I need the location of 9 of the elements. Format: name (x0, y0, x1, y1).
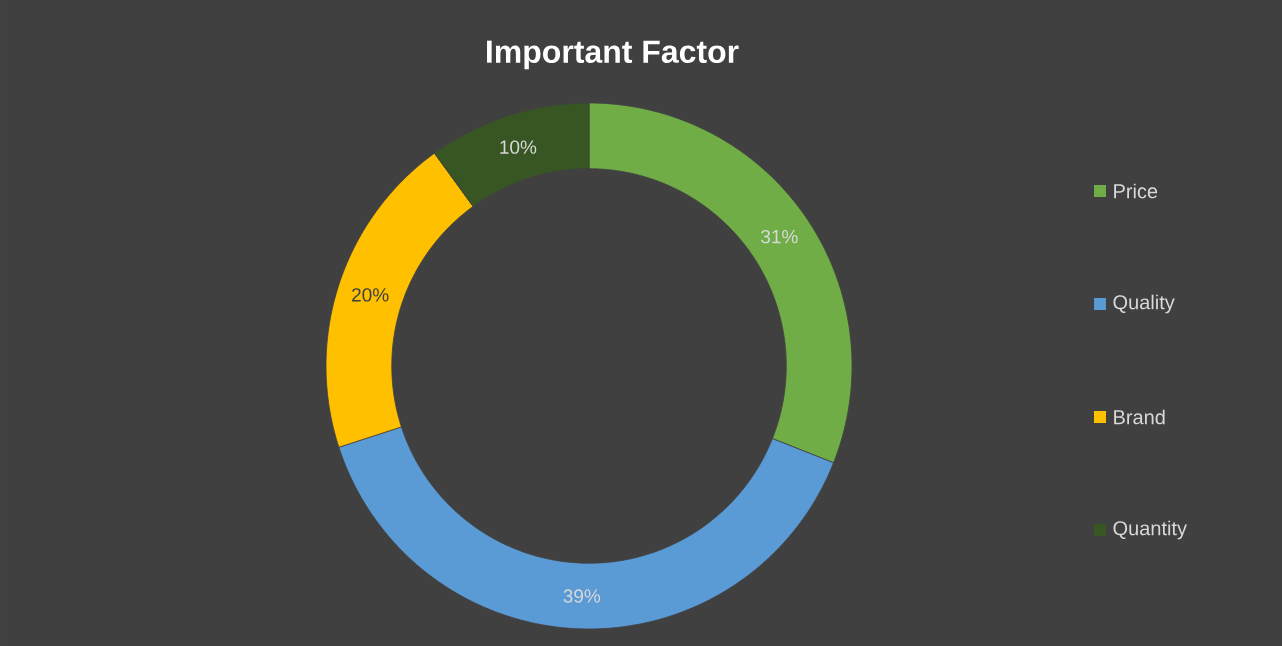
data-label: 20% (352, 288, 389, 302)
chart-title: Important Factor (487, 40, 739, 70)
legend-label: Price (1114, 183, 1158, 199)
data-label: 31% (761, 229, 798, 244)
data-label: 39% (563, 589, 601, 603)
legend-label: Quantity (1113, 520, 1187, 540)
legend-label: Brand (1114, 409, 1165, 425)
data-label: 10% (500, 140, 537, 154)
legend-label: Quality (1113, 294, 1175, 314)
